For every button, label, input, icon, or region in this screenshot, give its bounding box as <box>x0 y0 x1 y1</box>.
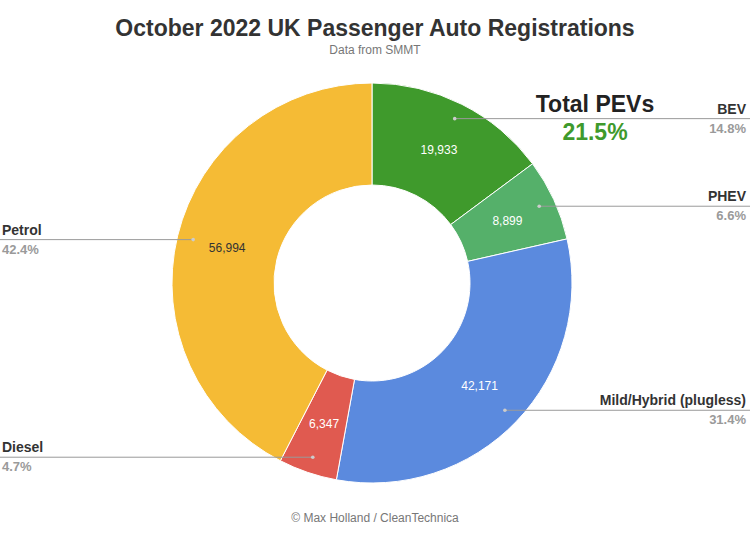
svg-text:6,347: 6,347 <box>309 417 339 431</box>
svg-text:6.6%: 6.6% <box>716 208 742 223</box>
svg-text:Data from SMMT: Data from SMMT <box>329 43 421 57</box>
svg-text:Total PEVs: Total PEVs <box>536 91 654 117</box>
svg-text:31.4%: 31.4% <box>709 412 742 427</box>
svg-text:19,933: 19,933 <box>421 143 458 157</box>
svg-text:Petrol: Petrol <box>8 222 42 238</box>
svg-text:14.8%: 14.8% <box>709 121 742 136</box>
svg-text:Mild/Hybrid (plugless): Mild/Hybrid (plugless) <box>600 392 742 408</box>
svg-text:42,171: 42,171 <box>461 379 498 393</box>
svg-text:42.4%: 42.4% <box>8 242 39 257</box>
svg-text:Diesel: Diesel <box>8 439 43 455</box>
svg-text:4.7%: 4.7% <box>8 459 32 474</box>
svg-text:56,994: 56,994 <box>209 241 246 255</box>
svg-text:PHEV: PHEV <box>708 188 742 204</box>
svg-text:8,899: 8,899 <box>492 214 522 228</box>
svg-text:October 2022 UK Passenger Auto: October 2022 UK Passenger Auto Registrat… <box>115 15 634 41</box>
svg-text:21.5%: 21.5% <box>562 119 627 145</box>
svg-text:BEV: BEV <box>717 101 742 117</box>
svg-text:© Max Holland / CleanTechnica: © Max Holland / CleanTechnica <box>291 511 459 525</box>
